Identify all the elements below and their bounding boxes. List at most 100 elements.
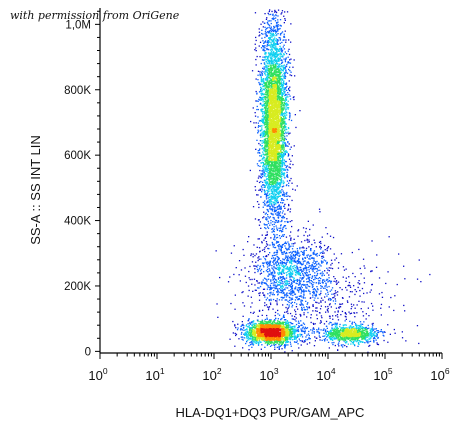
event-point bbox=[256, 268, 259, 271]
event-point bbox=[334, 298, 336, 300]
event-point bbox=[257, 152, 259, 154]
event-point bbox=[269, 35, 271, 37]
event-point bbox=[280, 343, 283, 345]
event-point bbox=[261, 72, 263, 74]
event-point bbox=[339, 287, 341, 289]
event-point bbox=[256, 280, 258, 282]
event-point bbox=[280, 146, 282, 149]
event-point bbox=[261, 131, 263, 133]
event-point bbox=[278, 323, 281, 325]
event-point bbox=[229, 338, 231, 340]
event-point bbox=[328, 280, 330, 282]
event-point bbox=[274, 189, 276, 191]
event-point bbox=[277, 183, 279, 185]
event-point bbox=[262, 49, 264, 51]
event-point bbox=[388, 306, 390, 308]
event-point bbox=[285, 294, 287, 296]
event-point bbox=[289, 262, 291, 264]
event-point bbox=[361, 341, 363, 343]
event-point bbox=[320, 315, 323, 317]
event-point bbox=[371, 326, 374, 328]
event-point bbox=[291, 323, 293, 325]
event-point bbox=[267, 159, 269, 162]
event-point bbox=[330, 267, 332, 269]
event-point bbox=[355, 327, 357, 329]
event-point bbox=[276, 197, 278, 200]
event-point bbox=[350, 303, 353, 305]
event-point bbox=[280, 171, 282, 174]
event-point bbox=[287, 259, 289, 262]
event-point bbox=[260, 174, 262, 176]
event-point bbox=[267, 57, 269, 60]
event-point bbox=[284, 100, 286, 103]
event-point bbox=[284, 282, 286, 284]
event-point bbox=[304, 284, 306, 286]
event-point bbox=[271, 208, 273, 210]
event-point bbox=[299, 110, 301, 112]
event-point bbox=[283, 169, 285, 171]
event-point bbox=[364, 328, 367, 330]
event-point bbox=[364, 338, 366, 340]
event-point bbox=[279, 179, 281, 181]
event-point bbox=[316, 286, 318, 288]
event-point bbox=[323, 332, 325, 334]
event-point bbox=[264, 63, 266, 65]
event-point bbox=[342, 338, 344, 341]
event-point bbox=[262, 96, 264, 98]
event-point bbox=[238, 338, 240, 340]
event-point bbox=[276, 300, 278, 302]
event-point bbox=[276, 169, 278, 172]
event-point bbox=[267, 164, 270, 166]
event-point bbox=[284, 127, 286, 129]
event-point bbox=[292, 318, 295, 320]
event-point bbox=[259, 188, 261, 190]
event-point bbox=[264, 172, 266, 175]
event-point bbox=[264, 163, 266, 165]
event-point bbox=[269, 169, 271, 171]
event-point bbox=[284, 203, 286, 206]
event-point bbox=[289, 278, 291, 280]
event-point bbox=[278, 186, 280, 188]
event-point bbox=[307, 277, 309, 279]
event-point bbox=[267, 341, 269, 344]
event-point bbox=[276, 228, 278, 231]
event-point bbox=[341, 297, 344, 299]
event-point bbox=[338, 342, 340, 344]
event-point bbox=[280, 151, 283, 154]
event-point bbox=[266, 90, 268, 92]
event-point bbox=[275, 17, 277, 19]
event-point bbox=[290, 290, 292, 292]
event-point bbox=[259, 282, 261, 284]
event-point bbox=[274, 209, 276, 211]
event-point bbox=[321, 251, 323, 254]
event-point bbox=[314, 242, 316, 244]
event-point bbox=[373, 334, 375, 336]
event-point bbox=[269, 252, 271, 254]
event-point bbox=[310, 314, 312, 316]
event-point bbox=[248, 270, 250, 273]
event-point bbox=[277, 201, 279, 203]
event-point bbox=[272, 40, 274, 42]
event-point bbox=[265, 341, 268, 343]
event-point bbox=[286, 280, 288, 282]
event-point bbox=[287, 341, 289, 343]
event-point bbox=[283, 125, 286, 127]
event-point bbox=[290, 23, 292, 25]
event-point bbox=[303, 341, 305, 343]
event-point bbox=[288, 87, 290, 90]
event-point bbox=[322, 299, 324, 301]
event-point bbox=[280, 276, 282, 278]
event-point bbox=[316, 307, 318, 309]
event-point bbox=[279, 276, 281, 278]
event-point bbox=[290, 276, 292, 278]
event-point bbox=[299, 313, 301, 316]
event-point bbox=[270, 173, 272, 175]
event-point bbox=[336, 324, 338, 326]
event-point bbox=[316, 264, 318, 266]
event-point bbox=[290, 343, 292, 345]
event-point bbox=[317, 289, 319, 291]
event-point bbox=[308, 266, 310, 269]
event-point bbox=[268, 31, 270, 34]
event-point bbox=[272, 196, 274, 199]
event-point bbox=[272, 202, 274, 204]
